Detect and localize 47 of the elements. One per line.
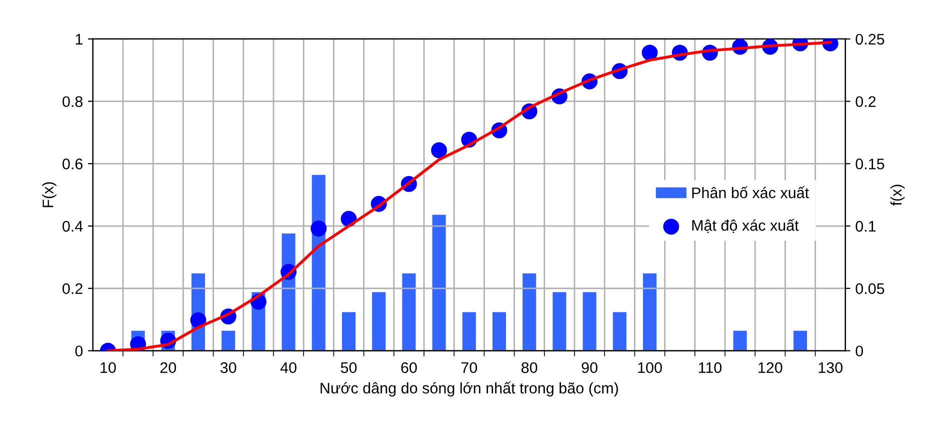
point (431, 142, 448, 158)
y-axis-title: F(x) (42, 182, 56, 208)
x-tick-label: 40 (280, 362, 296, 374)
legend-label: Phân bố xác xuất (692, 186, 809, 198)
y-tick-label: 0.2 (62, 283, 82, 294)
y2-tick-label: 0.05 (856, 283, 884, 294)
x-tick-label: 110 (698, 362, 722, 374)
bar (372, 292, 386, 351)
y-tick-label: 0.4 (62, 220, 83, 232)
x-tick-label: 10 (100, 362, 116, 374)
bar (552, 292, 566, 351)
x-tick-label: 120 (758, 362, 782, 374)
x-tick-label: 80 (522, 362, 538, 374)
x-tick-label: 60 (401, 362, 417, 374)
legend-label: Mật độ xác xuất (692, 218, 799, 233)
bar (582, 292, 596, 351)
x-tick-label: 30 (220, 362, 236, 374)
x-tick-label: 50 (340, 362, 357, 374)
y2-tick-label: 0.25 (856, 34, 884, 45)
y2-tick-label: 0.1 (856, 220, 876, 232)
y2-tick-label: 0 (856, 346, 864, 356)
y2-tick-label: 0.15 (856, 158, 884, 170)
x-tick-label: 90 (582, 362, 598, 374)
bar (222, 330, 236, 351)
y-tick-label: 1 (76, 34, 82, 45)
bar (733, 330, 747, 351)
y-tick-label: 0.8 (62, 96, 83, 108)
bar (612, 312, 626, 351)
y2-tick-label: 0.2 (856, 96, 876, 108)
point (310, 220, 327, 236)
bar (402, 273, 416, 351)
x-tick-label: 70 (461, 362, 478, 374)
x-tick-label: 130 (818, 362, 842, 374)
y-tick-label: 0 (75, 346, 83, 356)
bar (462, 312, 476, 351)
x-tick-label: 100 (638, 362, 662, 374)
point (642, 44, 658, 61)
x-tick-label: 20 (160, 362, 176, 374)
bar (432, 214, 446, 351)
bar (522, 273, 536, 351)
bar (793, 330, 808, 351)
bar (492, 312, 506, 351)
y2-axis-title: f(x) (890, 184, 905, 206)
y-tick-label: 0.6 (62, 158, 83, 170)
bar (642, 273, 657, 351)
bar (342, 312, 356, 351)
x-axis-title: Nước dâng do sóng lớn nhất trong bão (cm) (320, 382, 618, 397)
